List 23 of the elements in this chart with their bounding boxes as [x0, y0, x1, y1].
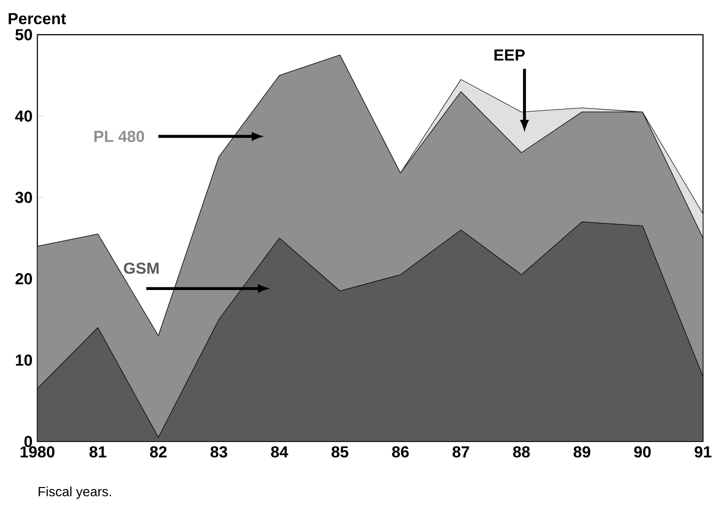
x-tick-label: 89 — [574, 446, 590, 458]
y-axis-title: Percent — [8, 13, 66, 24]
text: Fiscal years. — [38, 486, 111, 499]
y-tick-label: 40 — [15, 110, 32, 122]
y-tick-label: 30 — [15, 192, 32, 204]
x-tick-label: 88 — [513, 446, 530, 458]
x-tick-label: 85 — [332, 446, 348, 458]
x-tick-label: 90 — [634, 446, 651, 458]
x-tick-label: 86 — [392, 446, 409, 458]
x-tick-label: 83 — [210, 446, 228, 458]
y-tick-label: 0 — [24, 436, 32, 448]
x-tick-label: 1980 — [20, 446, 54, 458]
x-tick-label: 81 — [90, 446, 106, 458]
x-tick-label: 91 — [694, 446, 712, 458]
x-tick-label: 87 — [452, 446, 470, 458]
y-tick-label: 10 — [16, 354, 32, 366]
y-tick-label: 50 — [15, 29, 32, 40]
x-tick-label: 82 — [150, 446, 167, 458]
text: PL 480 — [94, 130, 144, 142]
x-tick-label: 84 — [271, 446, 288, 458]
text: EEP — [494, 50, 525, 61]
y-tick-label: 20 — [15, 273, 32, 284]
text: GSM — [124, 262, 159, 274]
